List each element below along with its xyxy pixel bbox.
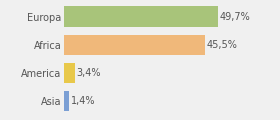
Bar: [64, 6, 218, 27]
Bar: [64, 63, 75, 83]
Text: 1,4%: 1,4%: [71, 96, 95, 106]
Text: 45,5%: 45,5%: [207, 40, 238, 50]
Bar: [64, 35, 205, 55]
Bar: [64, 91, 69, 111]
Text: 3,4%: 3,4%: [77, 68, 101, 78]
Text: 49,7%: 49,7%: [220, 12, 251, 22]
